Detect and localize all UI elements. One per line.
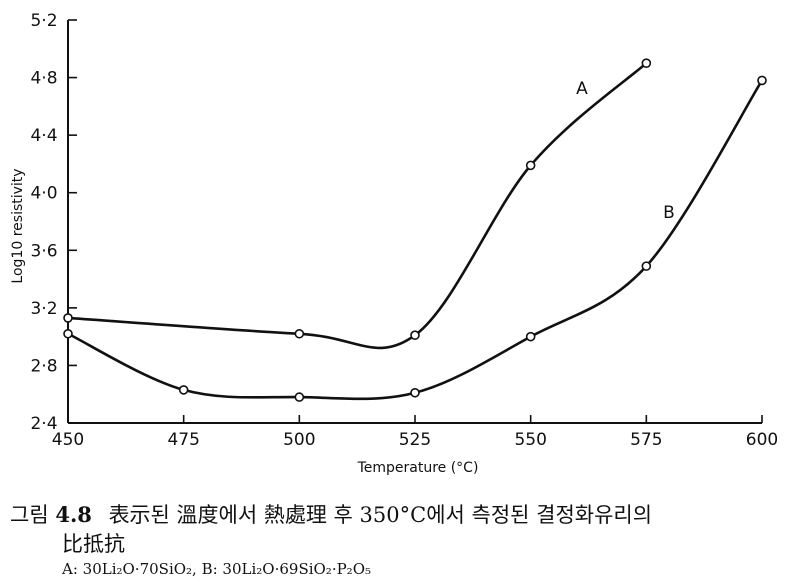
chart-series: AB (63, 58, 767, 402)
y-tick-label: 5·2 (30, 11, 57, 31)
x-tick-label: 600 (746, 430, 778, 450)
x-tick-label: 500 (283, 430, 315, 450)
caption-line-1: 그림 4.8 表示된 溫度에서 熱處理 후 350°C에서 측정된 결정화유리의 (10, 500, 800, 530)
y-axis-title: Log10 resistivity (10, 168, 26, 283)
y-tick-label: 4·4 (30, 126, 57, 146)
series-line-b (67, 79, 764, 401)
data-point-b (757, 75, 767, 86)
caption-figure-number: 4.8 (55, 502, 92, 527)
data-point-a (294, 328, 305, 339)
caption-line-2: 比抵抗 (62, 532, 125, 556)
x-tick-label: 525 (399, 430, 431, 450)
series-label-b: B (663, 203, 675, 223)
series-label-a: A (576, 79, 588, 99)
y-tick-label: 3·2 (30, 299, 57, 319)
caption-prefix: 그림 (10, 503, 49, 527)
y-tick-label: 4·0 (30, 184, 57, 204)
series-line-a (67, 62, 648, 350)
data-point-b (294, 392, 305, 402)
chart-ticks: 450 475 500 525 550 575 600 2·4 2·8 3·2 3·6 4·0 4·4 4… (30, 11, 778, 450)
x-tick-label: 450 (52, 430, 84, 450)
data-point-a (641, 58, 652, 68)
y-tick-label: 4·8 (30, 69, 57, 89)
y-tick-label: 2·8 (30, 356, 57, 376)
figure-caption: 그림 4.8 表示된 溫度에서 熱處理 후 350°C에서 측정된 결정화유리의… (10, 500, 800, 580)
y-tick-label: 2·4 (30, 414, 57, 434)
resistivity-chart: 450 475 500 525 550 575 600 2·4 2·8 3·2 3·6 4·0 4·4 4… (10, 11, 778, 476)
caption-legend: A: 30Li₂O·70SiO₂, B: 30Li₂O·69SiO₂·P₂O₅ (62, 560, 372, 578)
data-point-b (641, 261, 652, 271)
chart-axes (67, 20, 762, 424)
data-point-b (178, 385, 189, 395)
data-point-a (525, 160, 536, 171)
data-point-a (63, 313, 73, 323)
x-tick-label: 550 (514, 430, 546, 450)
x-axis-title: Temperature (°C) (357, 460, 479, 476)
x-tick-label: 475 (167, 430, 199, 450)
x-tick-label: 575 (630, 430, 662, 450)
data-point-b (525, 331, 536, 342)
caption-text: 表示된 溫度에서 熱處理 후 350°C에서 측정된 결정화유리의 (108, 503, 653, 527)
data-point-b (63, 328, 73, 339)
data-point-a (410, 330, 420, 341)
y-tick-label: 3·6 (30, 241, 57, 261)
data-point-b (410, 387, 420, 398)
